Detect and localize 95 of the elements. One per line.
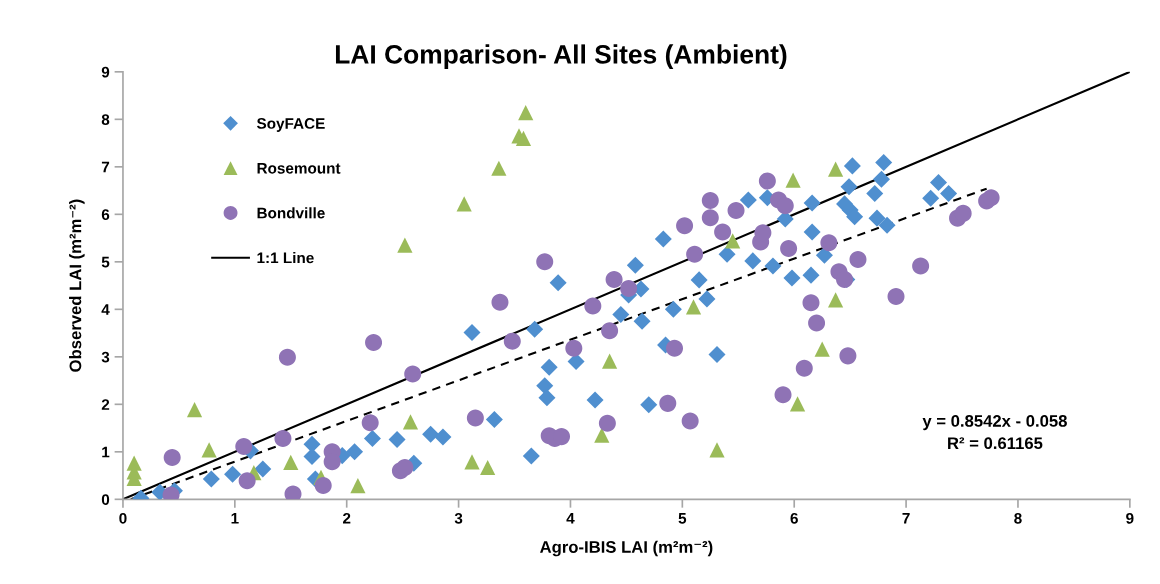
point	[396, 458, 414, 476]
x-axis-title: Agro-IBIS LAI (m²m⁻²)	[540, 540, 713, 557]
y-tick-label: 9	[101, 66, 110, 78]
point	[314, 477, 332, 495]
point	[701, 192, 719, 210]
point	[397, 237, 413, 253]
point	[982, 189, 1000, 207]
y-tick-label: 4	[101, 304, 110, 315]
y-tick-label: 5	[101, 256, 110, 268]
point	[274, 430, 292, 448]
point	[518, 105, 534, 121]
point	[802, 294, 820, 312]
point	[235, 438, 253, 456]
point	[464, 454, 480, 470]
y-tick-label: 3	[101, 351, 110, 363]
chart-title: LAI Comparison- All Sites (Ambient)	[335, 44, 787, 69]
point	[598, 414, 616, 432]
x-tick-label: 2	[342, 512, 351, 524]
point	[795, 359, 813, 377]
point	[283, 454, 299, 470]
point	[605, 270, 623, 288]
x-tick-label: 3	[454, 512, 463, 524]
point	[565, 339, 583, 357]
point	[912, 257, 930, 275]
point	[480, 459, 496, 476]
point	[828, 161, 844, 177]
point	[402, 414, 419, 430]
x-tick-label: 6	[790, 512, 798, 524]
legend-label: Bondville	[257, 207, 325, 219]
point	[466, 409, 484, 427]
point	[839, 347, 857, 365]
y-tick-label: 6	[101, 209, 110, 221]
point	[503, 332, 521, 350]
point	[350, 477, 366, 494]
point	[727, 202, 745, 220]
x-tick-label: 0	[119, 512, 127, 524]
y-tick-label: 0	[101, 494, 110, 506]
point	[620, 279, 638, 297]
point	[278, 348, 296, 366]
x-tick-label: 7	[902, 513, 910, 524]
point	[714, 223, 732, 241]
point	[404, 365, 422, 383]
point	[491, 293, 509, 311]
point	[361, 414, 379, 432]
x-tick-label: 5	[678, 513, 687, 524]
x-tick-label: 8	[1014, 512, 1022, 524]
point	[201, 442, 217, 458]
legend-label: 1:1 Line	[257, 252, 314, 264]
annotation: y = 0.8542x - 0.058	[922, 415, 1067, 431]
point	[774, 386, 792, 404]
point	[491, 160, 507, 176]
point	[954, 204, 972, 222]
point	[365, 334, 383, 352]
y-tick-label: 2	[101, 399, 110, 410]
point	[725, 233, 741, 249]
point	[602, 353, 618, 369]
x-tick-label: 9	[1126, 512, 1134, 524]
annotation: R² = 0.61165	[948, 437, 1043, 450]
y-axis-title: Observed LAI (m²m⁻²)	[69, 199, 85, 372]
point	[814, 341, 830, 357]
point	[666, 339, 684, 357]
point	[515, 130, 532, 146]
point	[780, 240, 798, 258]
point	[681, 412, 699, 430]
point	[686, 245, 704, 263]
point	[456, 196, 472, 212]
legend-label: SoyFACE	[256, 118, 325, 132]
point	[785, 172, 801, 188]
point	[594, 427, 610, 443]
point	[676, 217, 694, 235]
point	[238, 472, 256, 490]
legend-label: Rosemount	[257, 163, 341, 174]
point	[820, 234, 838, 252]
point	[849, 250, 867, 268]
x-tick-label: 1	[231, 513, 239, 524]
point	[758, 172, 776, 190]
point	[685, 299, 702, 315]
point	[701, 209, 719, 227]
point	[828, 292, 844, 308]
point	[659, 394, 677, 412]
point	[601, 322, 619, 340]
y-tick-label: 1	[102, 446, 110, 458]
point	[186, 401, 203, 418]
point	[536, 253, 554, 271]
point	[789, 396, 806, 412]
point	[808, 314, 826, 332]
point	[776, 197, 794, 215]
y-tick-label: 8	[101, 114, 110, 126]
y-tick-label: 7	[101, 161, 110, 173]
x-tick-label: 4	[566, 513, 575, 524]
point	[584, 297, 602, 315]
point	[284, 485, 302, 500]
point	[709, 442, 725, 458]
point	[887, 287, 905, 306]
point	[163, 449, 181, 467]
